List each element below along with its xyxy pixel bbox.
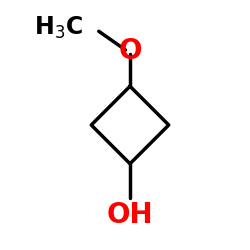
Text: OH: OH: [107, 201, 153, 229]
Text: O: O: [118, 37, 142, 65]
Text: H$_3$C: H$_3$C: [34, 14, 82, 40]
